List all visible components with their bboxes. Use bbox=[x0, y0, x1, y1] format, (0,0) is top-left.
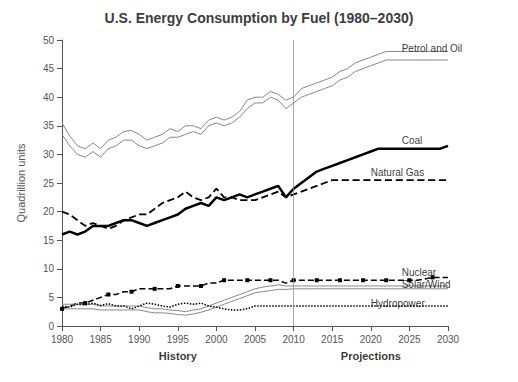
svg-text:Petrol and Oil: Petrol and Oil bbox=[402, 43, 463, 54]
svg-text:Projections: Projections bbox=[341, 350, 401, 362]
svg-text:1990: 1990 bbox=[128, 334, 151, 345]
svg-text:45: 45 bbox=[43, 63, 55, 74]
svg-text:Nuclear: Nuclear bbox=[402, 267, 437, 278]
svg-text:1980: 1980 bbox=[51, 334, 74, 345]
svg-text:Quadrillion units: Quadrillion units bbox=[15, 143, 27, 222]
svg-text:25: 25 bbox=[43, 178, 55, 189]
svg-text:1985: 1985 bbox=[89, 334, 112, 345]
svg-text:30: 30 bbox=[43, 149, 55, 160]
svg-text:Hydropower: Hydropower bbox=[371, 298, 426, 309]
svg-text:2015: 2015 bbox=[321, 334, 344, 345]
svg-text:2005: 2005 bbox=[244, 334, 267, 345]
svg-text:2000: 2000 bbox=[205, 334, 228, 345]
svg-text:2030: 2030 bbox=[437, 334, 460, 345]
svg-text:Solar/Wind: Solar/Wind bbox=[402, 279, 451, 290]
svg-text:40: 40 bbox=[43, 92, 55, 103]
svg-text:Natural Gas: Natural Gas bbox=[371, 167, 424, 178]
svg-text:2010: 2010 bbox=[282, 334, 305, 345]
svg-text:2020: 2020 bbox=[360, 334, 383, 345]
svg-text:Coal: Coal bbox=[402, 135, 423, 146]
svg-text:U.S. Energy Consumption by Fue: U.S. Energy Consumption by Fuel (1980–20… bbox=[105, 10, 414, 26]
svg-text:1995: 1995 bbox=[167, 334, 190, 345]
svg-text:50: 50 bbox=[43, 35, 55, 46]
svg-text:0: 0 bbox=[48, 321, 54, 332]
svg-text:15: 15 bbox=[43, 235, 55, 246]
svg-text:35: 35 bbox=[43, 120, 55, 131]
svg-text:History: History bbox=[159, 350, 198, 362]
svg-text:5: 5 bbox=[48, 292, 54, 303]
svg-text:10: 10 bbox=[43, 263, 55, 274]
svg-text:20: 20 bbox=[43, 206, 55, 217]
svg-text:2025: 2025 bbox=[398, 334, 421, 345]
